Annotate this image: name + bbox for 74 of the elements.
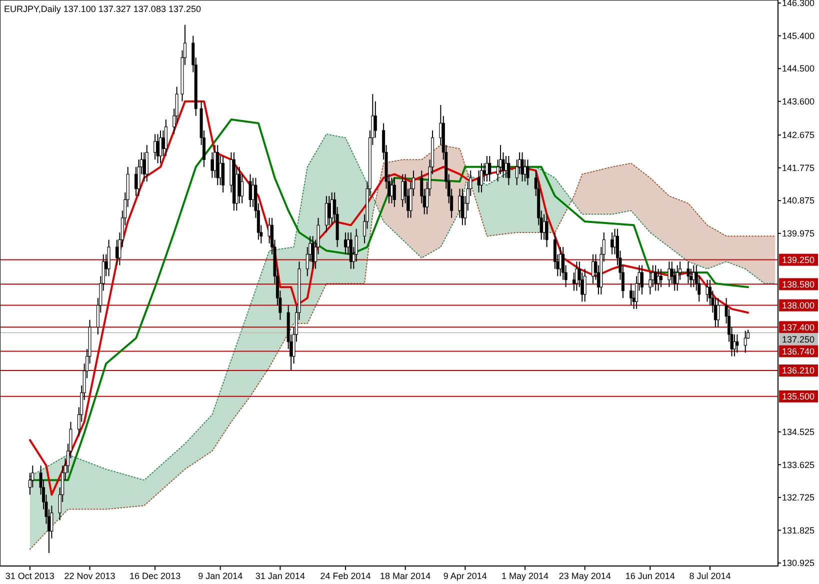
y-tick-label: 131.825	[782, 525, 815, 536]
candlestick	[744, 330, 747, 354]
candlestick	[610, 232, 614, 255]
y-tick-label: 141.775	[782, 162, 815, 173]
y-tick-label: 132.725	[782, 492, 815, 503]
candlestick	[248, 174, 252, 208]
candlestick	[583, 268, 586, 302]
candlestick	[401, 174, 404, 208]
ref-line-label: 136.740	[782, 346, 815, 356]
candlestick	[507, 155, 510, 186]
candlestick	[736, 334, 739, 354]
candlestick	[164, 119, 168, 156]
x-tick-label: 9 Apr 2014	[443, 571, 487, 581]
x-tick-label: 16 Dec 2013	[130, 571, 181, 581]
x-tick-label: 8 Jul 2014	[689, 571, 731, 581]
x-tick-label: 24 Feb 2014	[320, 571, 371, 581]
candlestick	[324, 196, 328, 233]
x-tick-label: 22 Nov 2013	[64, 571, 116, 581]
x-tick-label: 16 Jun 2014	[625, 571, 675, 581]
ref-line-label: 136.210	[782, 366, 815, 376]
y-tick-label: 146.300	[782, 0, 815, 8]
candlestick	[526, 159, 530, 186]
candlestick	[154, 134, 157, 160]
candlestick	[390, 177, 394, 204]
y-tick-label: 139.975	[782, 228, 815, 239]
candlestick	[654, 264, 658, 292]
x-tick-label: 9 Jan 2014	[198, 571, 243, 581]
y-tick-label: 143.600	[782, 96, 815, 106]
ref-line-label: 137.400	[782, 322, 815, 332]
y-tick-label: 145.400	[782, 30, 815, 41]
candlestick	[374, 100, 377, 138]
candlestick	[158, 130, 162, 164]
y-tick-label: 140.875	[782, 196, 815, 206]
candlestick	[460, 188, 464, 226]
x-tick-label: 18 Mar 2014	[380, 571, 431, 581]
chart-title: EURJPY,Daily 137.100 137.327 137.083 137.250	[4, 4, 201, 14]
y-tick-label: 134.525	[782, 427, 815, 438]
candlestick	[656, 268, 660, 292]
candlestick	[542, 214, 546, 240]
candlestick	[480, 162, 483, 193]
ref-line-label: 139.250	[782, 254, 815, 265]
candlestick	[660, 268, 663, 288]
y-tick-label: 133.625	[782, 460, 815, 470]
candlestick	[640, 264, 644, 295]
ref-line-label: 137.250	[782, 334, 815, 344]
candlestick	[107, 239, 110, 277]
candlestick	[458, 188, 462, 218]
candlestick	[630, 282, 633, 306]
candlestick	[210, 152, 214, 178]
ref-line-label: 138.000	[782, 300, 815, 310]
candlestick	[222, 155, 225, 193]
candlestick	[668, 261, 671, 288]
candlestick	[686, 261, 690, 284]
y-tick-label: 144.500	[782, 64, 815, 74]
candlestick	[142, 152, 146, 182]
y-tick-label: 130.925	[782, 558, 815, 568]
candlestick	[575, 261, 578, 292]
candlestick	[392, 177, 396, 208]
x-tick-label: 31 Oct 2013	[5, 571, 54, 581]
candlestick	[488, 155, 492, 182]
y-tick-label: 142.675	[782, 130, 815, 140]
candlestick	[716, 298, 720, 328]
x-tick-label: 1 May 2014	[502, 571, 549, 581]
candlestick	[349, 232, 352, 270]
ref-line-label: 135.500	[782, 392, 815, 402]
candlestick	[676, 264, 679, 292]
candlestick	[520, 152, 524, 182]
x-tick-label: 23 May 2014	[558, 571, 611, 581]
candlestick	[545, 214, 548, 248]
candlestick	[706, 279, 709, 302]
candlestick	[692, 264, 696, 288]
x-tick-label: 31 Jan 2014	[255, 571, 305, 581]
candlestick	[145, 144, 148, 182]
ref-line-label: 138.580	[782, 279, 815, 290]
